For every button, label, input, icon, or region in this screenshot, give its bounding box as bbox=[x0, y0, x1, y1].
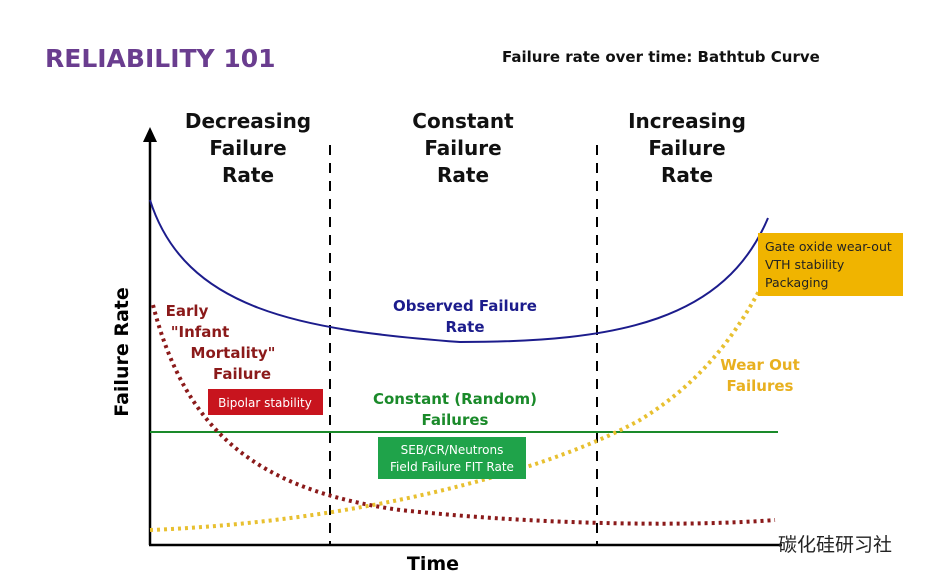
region-label: Failure bbox=[209, 136, 286, 160]
y-label: Failure Rate bbox=[111, 287, 133, 417]
region-label: Rate bbox=[437, 163, 489, 187]
region-label: Failure bbox=[424, 136, 501, 160]
bipolar-box bbox=[208, 389, 323, 415]
x-label: Time bbox=[407, 553, 459, 575]
watermark: 碳化硅研习社 bbox=[778, 534, 892, 556]
observed-label: Observed Failure bbox=[393, 297, 537, 315]
seb-text: SEB/CR/Neutrons bbox=[401, 443, 504, 457]
wear-out-label: Wear Out bbox=[720, 356, 800, 374]
wear-out-curve bbox=[149, 269, 772, 532]
early-curve bbox=[151, 304, 776, 526]
wear-out-label: Failures bbox=[727, 377, 794, 395]
early-label: Early bbox=[166, 302, 209, 320]
bipolar-text: Bipolar stability bbox=[218, 396, 312, 410]
subtitle: Failure rate over time: Bathtub Curve bbox=[502, 48, 820, 66]
constant-label: Failures bbox=[422, 411, 489, 429]
observed-curve bbox=[149, 199, 769, 344]
region-label: Rate bbox=[661, 163, 713, 187]
gate-text: VTH stability bbox=[765, 257, 845, 272]
seb-text: Field Failure FIT Rate bbox=[390, 460, 514, 474]
early-label: Mortality" bbox=[191, 344, 276, 362]
observed-label: Rate bbox=[445, 318, 484, 336]
region-label: Failure bbox=[648, 136, 725, 160]
gate-text: Packaging bbox=[765, 275, 828, 290]
region-label: Rate bbox=[222, 163, 274, 187]
seb-box bbox=[378, 437, 526, 479]
constant-label: Constant (Random) bbox=[373, 390, 537, 408]
title: RELIABILITY 101 bbox=[45, 44, 276, 73]
region-label: Increasing bbox=[628, 109, 746, 133]
early-label: Failure bbox=[213, 365, 271, 383]
gate-box bbox=[758, 233, 903, 296]
region-label: Constant bbox=[412, 109, 514, 133]
labels: Decreasing Failure Rate Constant Failure Rate… bbox=[166, 109, 892, 474]
gate-text: Gate oxide wear-out bbox=[765, 239, 892, 254]
early-label: "Infant bbox=[171, 323, 230, 341]
region-label: Decreasing bbox=[185, 109, 311, 133]
y-arrow bbox=[143, 127, 157, 142]
